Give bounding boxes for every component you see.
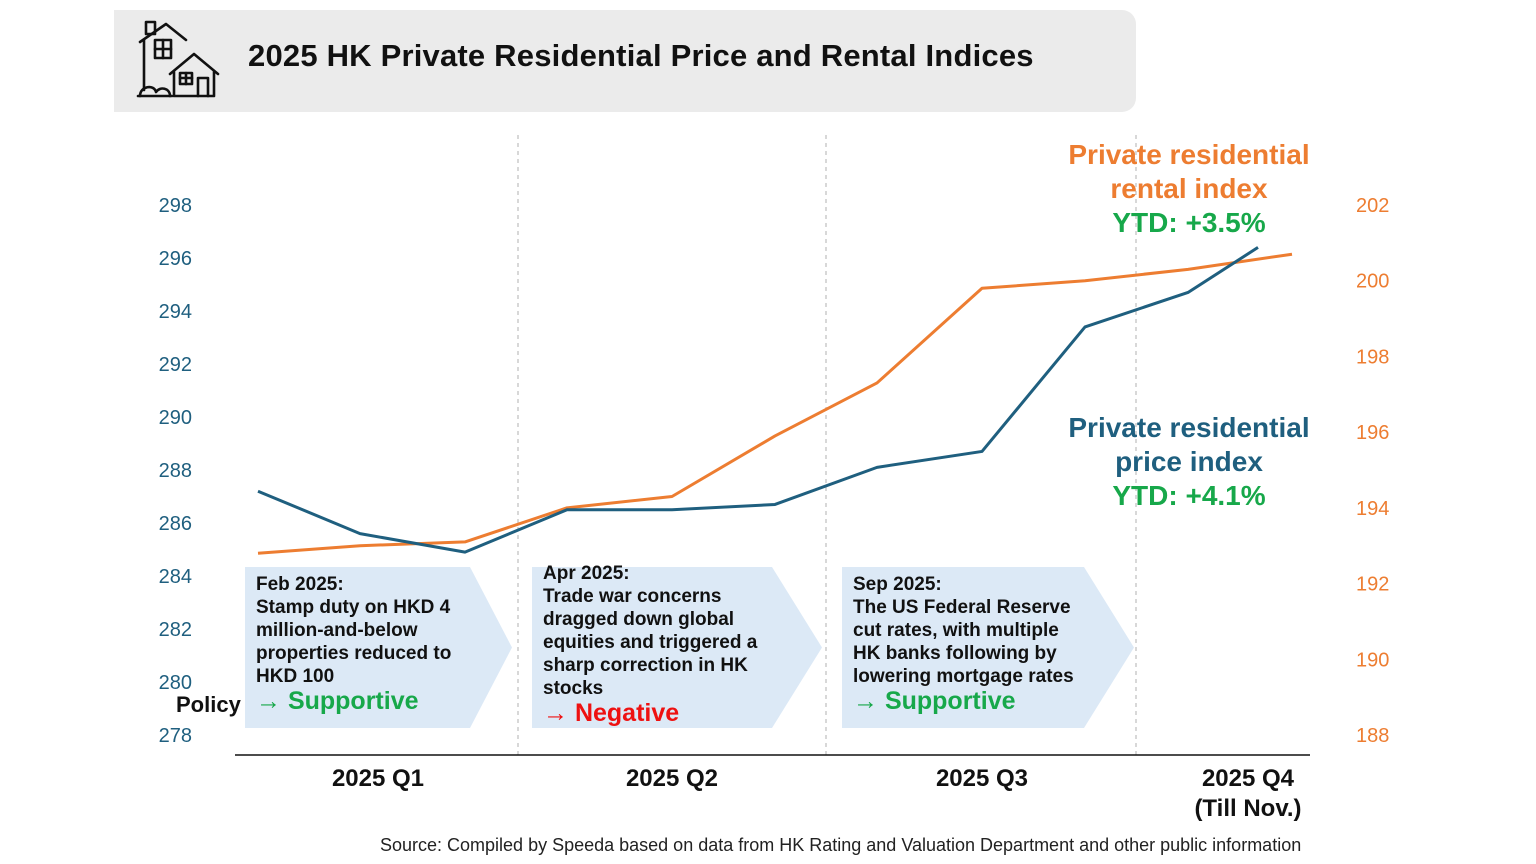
x-categories: 2025 Q1 2025 Q2 2025 Q3 2025 Q4 (Till Nov.) xyxy=(332,765,1302,822)
callout-date: Feb 2025: xyxy=(256,574,344,595)
left-tick-label: 294 xyxy=(159,301,192,323)
impact-label: Negative xyxy=(568,699,680,727)
x-category-label: 2025 Q3 xyxy=(936,765,1028,792)
right-tick-label: 200 xyxy=(1356,271,1389,293)
callout-date: Apr 2025: xyxy=(543,563,630,584)
callout-text-line: HK banks following by xyxy=(853,643,1057,664)
right-tick-label: 202 xyxy=(1356,195,1389,217)
callout-date: Sep 2025: xyxy=(853,574,942,595)
right-tick-label: 194 xyxy=(1356,498,1389,520)
rental-label-line2: rental index xyxy=(1110,173,1268,204)
x-category-label: 2025 Q4 (Till Nov.) xyxy=(1194,765,1301,822)
left-axis: 298 296 294 292 290 288 286 284 282 280 278 xyxy=(159,195,192,747)
arrow-right-icon: → xyxy=(256,687,281,715)
callout-text-line: Trade war concerns xyxy=(543,586,722,607)
price-ytd: YTD: +4.1% xyxy=(1112,480,1266,511)
right-tick-label: 188 xyxy=(1356,725,1389,747)
left-tick-label: 286 xyxy=(159,513,192,535)
callout-sep-2025: Sep 2025: The US Federal Reserve cut rates… xyxy=(853,573,1103,715)
price-index-line xyxy=(257,246,1259,554)
price-label-line1: Private residential xyxy=(1068,412,1310,443)
price-label-line2: price index xyxy=(1115,446,1263,477)
callout-text-line: HKD 100 xyxy=(256,666,335,687)
x-category-label: 2025 Q1 xyxy=(332,765,424,792)
right-tick-label: 192 xyxy=(1356,574,1389,596)
left-tick-label: 278 xyxy=(159,725,192,747)
callout-text-line: lowering mortgage rates xyxy=(853,666,1074,687)
callout-text-line: properties reduced to xyxy=(256,643,452,664)
callout-text-line: stocks xyxy=(543,678,604,699)
right-axis: 202 200 198 196 194 192 190 188 xyxy=(1356,195,1389,747)
x-category-line: 2025 Q3 xyxy=(936,765,1028,792)
right-tick-label: 198 xyxy=(1356,346,1389,368)
house-icon xyxy=(136,20,220,98)
x-category-label: 2025 Q2 xyxy=(626,765,718,792)
series-lines xyxy=(257,246,1293,555)
left-tick-label: 290 xyxy=(159,407,192,429)
left-tick-label: 296 xyxy=(159,248,192,270)
x-category-line: 2025 Q1 xyxy=(332,765,424,792)
impact-label: Supportive xyxy=(878,687,1016,715)
x-category-line: 2025 Q2 xyxy=(626,765,718,792)
title-bar xyxy=(114,10,1136,112)
page-title: 2025 HK Private Residential Price and Re… xyxy=(248,38,1034,73)
callout-text-line: sharp correction in HK xyxy=(543,655,748,676)
callout-impact: → Negative xyxy=(543,699,793,727)
left-tick-label: 292 xyxy=(159,354,192,376)
rental-ytd: YTD: +3.5% xyxy=(1112,207,1266,238)
left-tick-label: 284 xyxy=(159,566,192,588)
callout-impact: → Supportive xyxy=(256,687,496,715)
rental-series-label: Private residential rental index YTD: +3… xyxy=(1055,138,1323,240)
x-category-line: (Till Nov.) xyxy=(1194,795,1301,822)
right-tick-label: 196 xyxy=(1356,422,1389,444)
callout-text-line: cut rates, with multiple xyxy=(853,620,1059,641)
callout-shape-1 xyxy=(245,567,512,728)
callout-shapes xyxy=(245,567,1134,728)
x-category-line: 2025 Q4 xyxy=(1202,765,1295,792)
left-tick-label: 288 xyxy=(159,460,192,482)
arrow-right-icon: → xyxy=(543,699,568,727)
callout-impact: → Supportive xyxy=(853,687,1103,715)
price-series-label: Private residential price index YTD: +4.… xyxy=(1055,411,1323,513)
right-tick-label: 190 xyxy=(1356,649,1389,671)
callout-shape-2 xyxy=(532,567,822,728)
impact-label: Supportive xyxy=(281,687,419,715)
arrow-right-icon: → xyxy=(853,687,878,715)
policy-label: Policy xyxy=(176,692,241,717)
callout-text-line: Stamp duty on HKD 4 xyxy=(256,597,451,618)
rental-label-line1: Private residential xyxy=(1068,139,1310,170)
callout-text-line: million-and-below xyxy=(256,620,418,641)
callout-text-line: equities and triggered a xyxy=(543,632,758,653)
source-note: Source: Compiled by Speeda based on data… xyxy=(380,835,1302,855)
left-tick-label: 282 xyxy=(159,619,192,641)
callout-feb-2025: Feb 2025: Stamp duty on HKD 4 million-and-… xyxy=(256,573,496,715)
left-tick-label: 280 xyxy=(159,672,192,694)
rental-index-line xyxy=(257,252,1293,555)
left-tick-label: 298 xyxy=(159,195,192,217)
callout-shape-3 xyxy=(842,567,1134,728)
callout-text-line: The US Federal Reserve xyxy=(853,597,1071,618)
callout-text-line: dragged down global xyxy=(543,609,735,630)
callout-apr-2025: Apr 2025: Trade war concerns dragged down … xyxy=(543,562,793,727)
